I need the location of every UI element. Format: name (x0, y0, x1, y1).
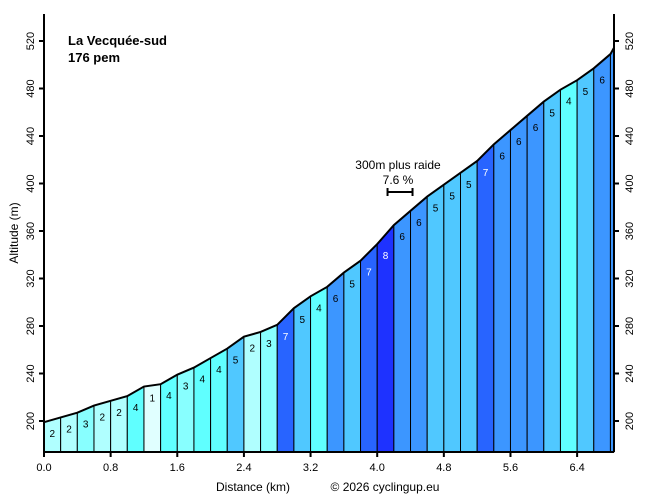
steepest-value: 7.6 % (383, 173, 414, 187)
grade-label: 5 (433, 204, 439, 215)
grade-label: 5 (583, 87, 589, 98)
x-tick-label: 3.2 (303, 462, 318, 474)
grade-label: 4 (566, 97, 572, 108)
y-tick-label-right: 240 (624, 364, 636, 382)
grade-label: 2 (66, 424, 72, 435)
grade-label: 5 (299, 315, 305, 326)
y-tick-label-right: 280 (624, 317, 636, 335)
grade-label: 8 (383, 251, 389, 262)
grade-segment (393, 209, 412, 453)
grade-segment (110, 395, 128, 453)
grade-segment (476, 143, 495, 453)
grade-label: 5 (349, 280, 355, 291)
y-tick-label-right: 200 (624, 412, 636, 430)
grade-label: 5 (449, 192, 455, 203)
y-tick-label-left: 520 (25, 32, 37, 50)
x-tick-label: 4.8 (436, 462, 451, 474)
y-tick-label-right: 480 (624, 79, 636, 97)
steepest-label: 300m plus raide (355, 158, 441, 172)
grade-segment (226, 335, 245, 453)
grade-segment (526, 100, 545, 453)
grade-label: 2 (116, 408, 122, 419)
x-tick-label: 0.0 (36, 462, 51, 474)
profile-outline (43, 47, 615, 424)
grade-segment (276, 306, 295, 453)
grade-label: 6 (416, 218, 422, 229)
grade-label: 2 (100, 413, 106, 424)
grade-label: 1 (150, 394, 156, 405)
y-tick-label-right: 440 (624, 127, 636, 145)
y-tick-label-left: 200 (25, 412, 37, 430)
grade-label: 4 (199, 375, 205, 386)
y-tick-label-left: 280 (25, 317, 37, 335)
grade-label: 6 (333, 294, 339, 305)
y-tick-label-left: 240 (25, 364, 37, 382)
grade-label: 7 (283, 332, 289, 343)
y-tick-label-right: 360 (624, 222, 636, 240)
grade-segment (410, 195, 428, 453)
grade-segment (493, 128, 511, 453)
grade-segment (593, 52, 611, 453)
grade-label: 2 (50, 429, 56, 440)
grade-segment (160, 373, 178, 453)
grade-label: 4 (133, 403, 139, 414)
y-axis-label: Altitude (m) (7, 202, 21, 263)
x-tick-label: 0.8 (103, 462, 118, 474)
x-tick-label: 1.6 (170, 462, 185, 474)
y-tick-label-right: 520 (624, 32, 636, 50)
y-tick-label-left: 320 (25, 269, 37, 287)
x-tick-label: 4.0 (370, 462, 385, 474)
grade-label: 5 (549, 109, 555, 120)
grade-label: 3 (183, 382, 189, 393)
y-tick-label-left: 400 (25, 174, 37, 192)
grade-label: 4 (216, 365, 222, 376)
grade-label: 6 (533, 123, 539, 134)
grade-label: 6 (399, 232, 405, 243)
grade-label: 6 (516, 137, 522, 148)
grade-label: 7 (483, 168, 489, 179)
grade-label: 7 (366, 268, 372, 279)
x-tick-label: 2.4 (236, 462, 251, 474)
grade-segment (426, 183, 445, 453)
grade-segment (460, 159, 478, 453)
grade-segment (543, 88, 561, 453)
y-tick-label-right: 320 (624, 269, 636, 287)
y-tick-label-left: 440 (25, 127, 37, 145)
grade-label: 4 (316, 303, 322, 314)
x-tick-label: 5.6 (503, 462, 518, 474)
steepest-scale-bar (386, 188, 414, 196)
grade-label: 6 (499, 151, 505, 162)
grade-label: 4 (166, 391, 172, 402)
grade-label: 6 (599, 75, 605, 86)
grade-label: 3 (83, 420, 89, 431)
grade-label: 2 (249, 344, 255, 355)
grade-segment (93, 400, 112, 453)
y-tick-label-left: 360 (25, 222, 37, 240)
grade-segment (176, 366, 195, 453)
grade-segment (443, 171, 461, 453)
y-tick-label-left: 480 (25, 79, 37, 97)
grade-label: 3 (266, 339, 272, 350)
grade-segment (559, 79, 578, 453)
x-axis-label: Distance (km) (216, 480, 290, 494)
grade-label: 5 (466, 180, 472, 191)
x-tick-label: 6.4 (569, 462, 584, 474)
y-tick-label-right: 400 (624, 174, 636, 192)
grade-segment (576, 67, 595, 453)
grade-segment (193, 357, 212, 453)
chart-title: La Vecquée-sud (68, 33, 167, 48)
chart-subtitle: 176 pem (68, 50, 120, 65)
grade-segment (126, 385, 145, 453)
grade-label: 5 (233, 356, 239, 367)
copyright: © 2026 cyclingup.eu (331, 480, 440, 494)
grade-segment (509, 114, 528, 453)
